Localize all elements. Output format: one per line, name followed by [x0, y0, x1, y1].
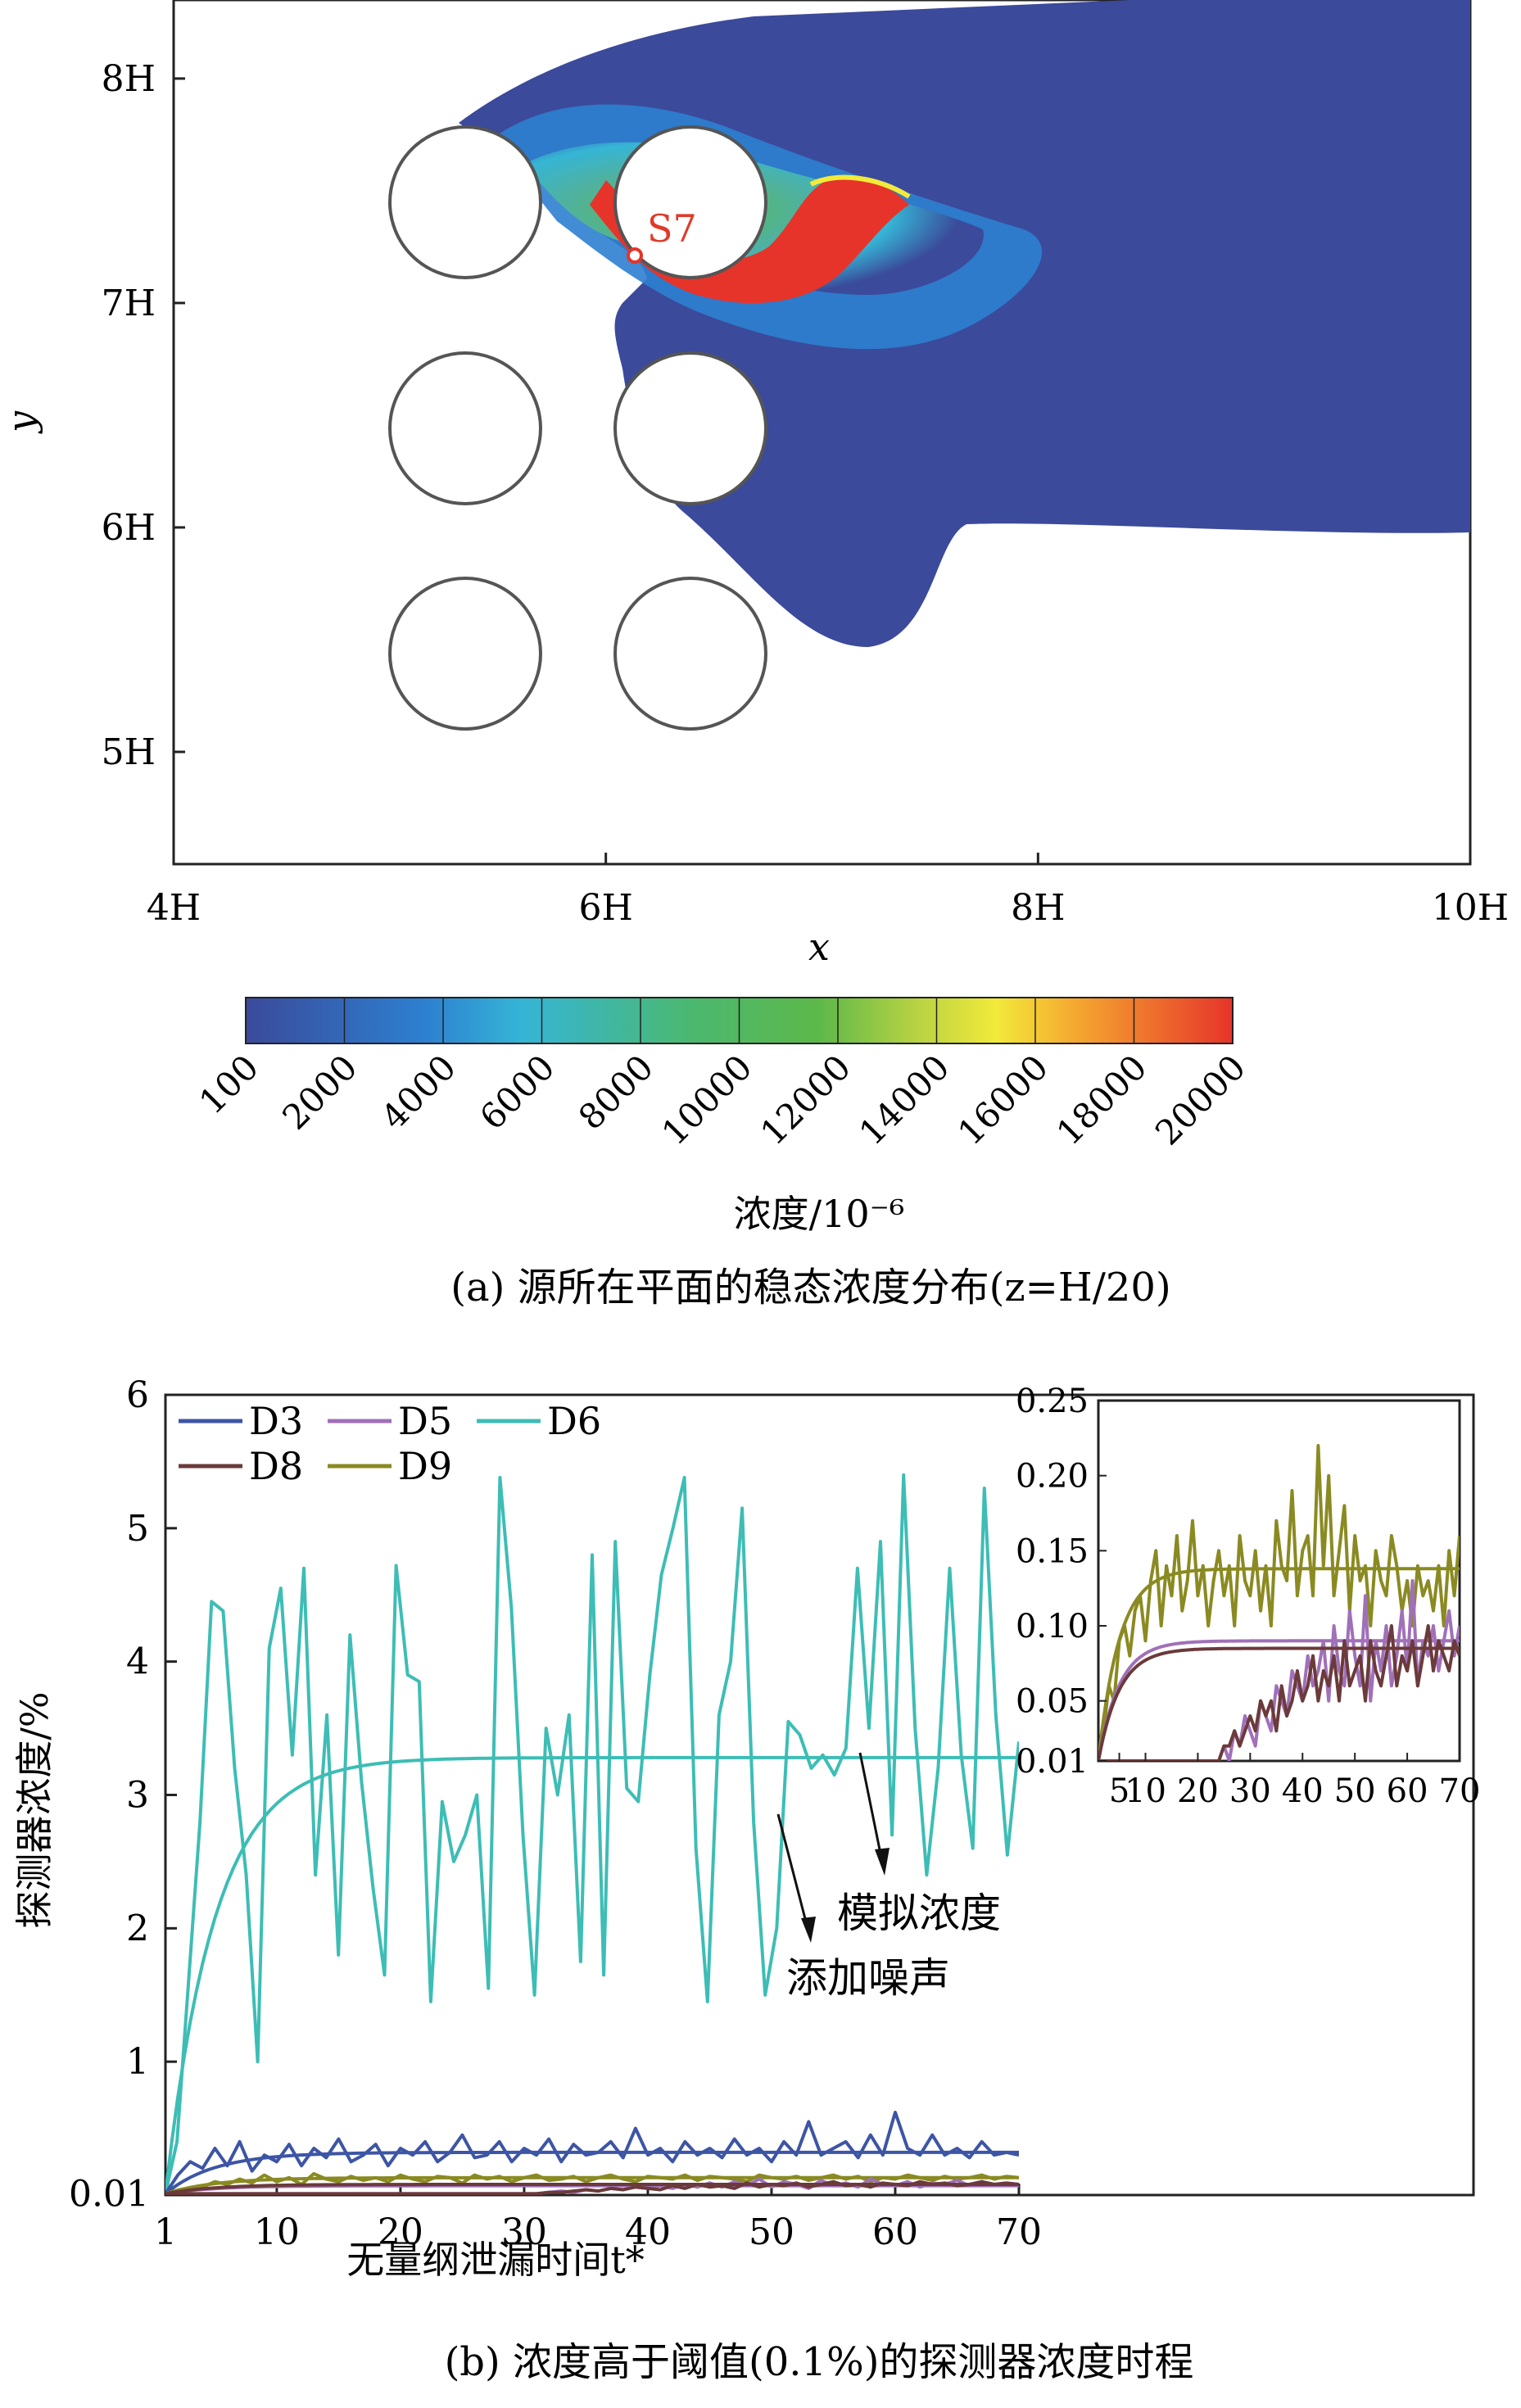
chart-y-tick-label: 1 [126, 2041, 149, 2083]
source-label: S7 [647, 206, 697, 251]
caption-b: (b) 浓度高于阈值(0.1%)的探测器浓度时程 [445, 2339, 1194, 2385]
inset-series [1098, 1444, 1460, 1761]
chart-y-tick-label: 0.01 [69, 2173, 149, 2215]
cylinder [388, 125, 542, 279]
inset-simulated-D8 [1098, 1646, 1460, 1761]
map-x-label: x [808, 925, 830, 969]
map-x-tick-label: 8H [1011, 887, 1065, 929]
map-y-tick-label: 8H [102, 58, 156, 100]
cylinder [613, 125, 767, 279]
cylinder [613, 577, 767, 731]
annotation-arrowhead [875, 1848, 890, 1876]
cylinder [388, 351, 542, 505]
colorbar-tick-label: 100 [192, 1047, 266, 1121]
inset-y-tick-label: 0.25 [1016, 1383, 1089, 1420]
chart-x-label: 无量纲泄漏时间t* [346, 2238, 645, 2282]
chart-x-tick-label: 70 [996, 2211, 1042, 2253]
colorbar-tick-label: 18000 [1048, 1047, 1154, 1152]
legend-label-D3: D3 [249, 1399, 303, 1443]
cylinder [613, 351, 767, 505]
colorbar-tick-label: 6000 [472, 1047, 562, 1137]
legend: D3 D5 D6 D8 D9 [179, 1399, 601, 1488]
plume-field: S7 [388, 0, 1470, 731]
chart-x-tick-label: 20 [378, 2211, 423, 2253]
inset-x-tick-label: 70 [1439, 1772, 1481, 1810]
inset-noisy-D8 [1098, 1624, 1460, 1761]
colorbar-tick-label: 4000 [373, 1047, 464, 1137]
inset-y-tick-label: 0.20 [1016, 1458, 1089, 1496]
inset-x-tick-label: 40 [1282, 1772, 1324, 1810]
inset-axes: 510 20 30 40 50 60 70 0.01 0.05 0.10 0.15 0.20 0.25 [1016, 1383, 1481, 1810]
colorbar-tick-label: 12000 [753, 1047, 858, 1152]
chart-y-tick-label: 2 [126, 1908, 149, 1949]
map-x-tick-label: 4H [147, 887, 201, 929]
annotation-arrow [858, 1752, 885, 1867]
map-x-tick-label: 10H [1432, 887, 1509, 929]
legend-label-D9: D9 [398, 1444, 452, 1488]
chart-series [165, 1473, 1019, 2195]
chart-y-tick-label: 6 [126, 1374, 149, 1416]
annotation-simulated: 模拟浓度 [837, 1890, 1001, 1937]
inset-simulated-D9 [1098, 1567, 1460, 1761]
concentration-map: S7 4H 6H 8H 10H 8H 7H 6H 5H x y 100 2000 4000 6000… [0, 0, 1509, 1310]
inset-noisy-D5 [1098, 1579, 1460, 1761]
inset-simulated-D5 [1098, 1639, 1460, 1761]
chart-x-tick-label: 1 [154, 2211, 177, 2253]
legend-label-D8: D8 [249, 1444, 303, 1488]
chart-y-label: 探测器浓度/% [12, 1691, 57, 1928]
colorbar-tick-label: 14000 [851, 1047, 957, 1152]
map-y-tick-label: 7H [102, 283, 156, 324]
legend-label-D5: D5 [398, 1399, 452, 1443]
map-y-label: y [0, 410, 43, 434]
inset-noisy-D9 [1098, 1444, 1460, 1761]
annotation-arrowhead [801, 1917, 816, 1943]
colorbar-tick-label: 8000 [571, 1047, 661, 1137]
colorbar-tick-label: 16000 [950, 1047, 1056, 1152]
chart-simulated-D3 [165, 2150, 1019, 2195]
plume-yellow-edge [809, 174, 911, 199]
source-point [627, 247, 643, 264]
map-axes: 4H 6H 8H 10H 8H 7H 6H 5H [102, 58, 1510, 929]
inset-x-tick-label: 10 [1125, 1772, 1166, 1810]
chart-simulated-D6 [165, 1755, 1019, 2194]
inset-y-tick-label: 0.10 [1016, 1608, 1089, 1645]
map-y-tick-label: 6H [102, 507, 156, 549]
cylinder [388, 577, 542, 731]
chart-y-tick-label: 5 [126, 1508, 149, 1550]
annotation-arrow [776, 1813, 811, 1935]
chart-x-tick-label: 50 [749, 2211, 794, 2253]
inset-x-tick-label: 5 [1109, 1772, 1129, 1810]
chart-x-tick-label: 60 [872, 2211, 918, 2253]
inset-y-tick-label: 0.15 [1016, 1532, 1089, 1570]
chart-simulated-D8 [165, 2183, 1019, 2195]
chart-y-tick-label: 4 [126, 1641, 149, 1683]
map-y-tick-label: 5H [102, 731, 156, 773]
inset-x-tick-label: 60 [1387, 1772, 1428, 1810]
chart-noisy-D6 [165, 1473, 1019, 2194]
colorbar-tick-label: 2000 [274, 1047, 364, 1137]
map-x-tick-label: 6H [578, 887, 632, 929]
inset-x-tick-label: 30 [1229, 1772, 1271, 1810]
colorbar-label: 浓度/10⁻⁶ [734, 1192, 905, 1236]
chart-x-tick-label: 30 [501, 2211, 547, 2253]
colorbar-tick-label: 20000 [1148, 1047, 1253, 1152]
chart-x-tick-label: 10 [254, 2211, 300, 2253]
colorbar-tick-label: 10000 [654, 1047, 759, 1152]
legend-label-D6: D6 [547, 1399, 601, 1443]
chart-simulated-D9 [165, 2175, 1019, 2195]
chart-y-tick-label: 3 [126, 1775, 149, 1817]
caption-a: (a) 源所在平面的稳态浓度分布(z=H/20) [450, 1265, 1170, 1310]
chart-x-tick-label: 40 [625, 2211, 671, 2253]
inset-y-tick-label: 0.01 [1016, 1743, 1089, 1781]
annotation-noise: 添加噪声 [786, 1954, 950, 2002]
inset-y-tick-label: 0.05 [1016, 1683, 1089, 1721]
inset-x-tick-label: 50 [1334, 1772, 1376, 1810]
inset-x-tick-label: 20 [1177, 1772, 1219, 1810]
